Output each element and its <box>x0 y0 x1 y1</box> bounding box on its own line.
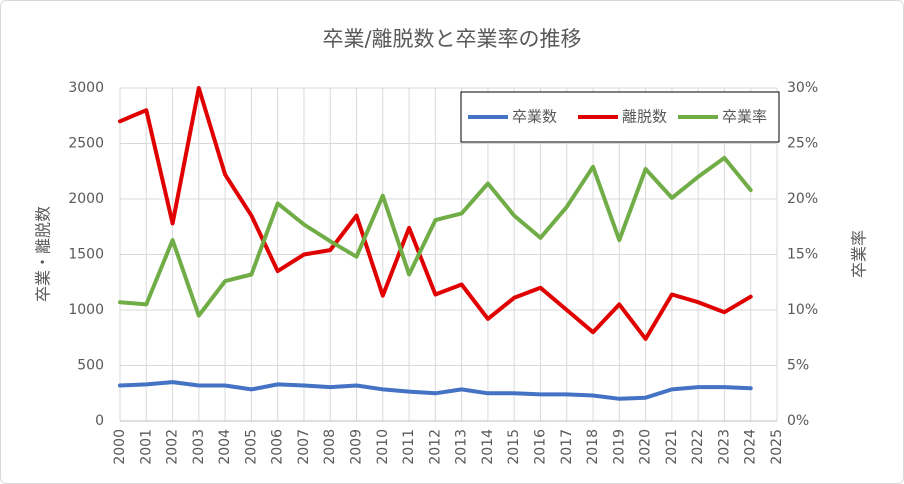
x-tick-label: 2017 <box>559 429 575 465</box>
x-tick-label: 2009 <box>349 429 365 465</box>
y2-tick-label: 20% <box>787 191 818 207</box>
legend-label: 卒業率 <box>722 108 767 126</box>
x-tick-label: 2021 <box>664 429 680 465</box>
x-tick-label: 2012 <box>427 429 443 465</box>
x-tick-label: 2007 <box>296 429 312 465</box>
x-tick-label: 2005 <box>243 429 259 465</box>
legend-label: 離脱数 <box>622 108 667 126</box>
x-tick-label: 2001 <box>138 429 154 465</box>
chart-title: 卒業/離脱数と卒業率の推移 <box>322 27 581 51</box>
x-tick-label: 2002 <box>165 429 181 465</box>
x-tick-label: 2015 <box>506 429 522 465</box>
y2-tick-label: 25% <box>787 136 818 152</box>
line-series <box>118 380 753 401</box>
x-tick-label: 2022 <box>690 429 706 465</box>
x-tick-label: 2024 <box>743 429 759 465</box>
x-tick-label: 2016 <box>532 429 548 465</box>
x-tick-label: 2008 <box>322 429 338 465</box>
y2-tick-label: 5% <box>787 358 809 374</box>
legend-label: 卒業数 <box>512 108 557 126</box>
y2-axis-label: 卒業率 <box>850 230 869 278</box>
x-tick-label: 2010 <box>375 429 391 465</box>
y2-tick-label: 30% <box>787 80 818 96</box>
x-tick-label: 2018 <box>585 429 601 465</box>
x-tick-label: 2019 <box>611 429 627 465</box>
x-tick-label: 2020 <box>638 429 654 465</box>
y-tick-label: 3000 <box>68 80 104 96</box>
x-tick-label: 2004 <box>217 429 233 465</box>
y-tick-label: 1500 <box>68 247 104 263</box>
y2-tick-label: 10% <box>787 302 818 318</box>
y-tick-label: 2000 <box>68 191 104 207</box>
y-tick-label: 500 <box>77 358 104 374</box>
legend-box <box>460 91 780 143</box>
y2-tick-label: 0% <box>787 413 809 429</box>
line-series <box>118 86 753 341</box>
y-tick-label: 1000 <box>68 302 104 318</box>
x-tick-label: 2013 <box>454 429 470 465</box>
x-tick-label: 2025 <box>769 429 785 465</box>
y-axis-label: 卒業・離脱数 <box>34 206 53 302</box>
x-tick-label: 2011 <box>401 429 417 465</box>
x-tick-label: 2006 <box>270 429 286 465</box>
x-tick-label: 2023 <box>716 429 732 465</box>
line-series <box>118 155 753 318</box>
x-tick-label: 2014 <box>480 429 496 465</box>
x-tick-label: 2000 <box>112 429 128 465</box>
y2-tick-label: 15% <box>787 247 818 263</box>
y-tick-label: 2500 <box>68 136 104 152</box>
y-tick-label: 0 <box>95 413 104 429</box>
x-tick-label: 2003 <box>191 429 207 465</box>
